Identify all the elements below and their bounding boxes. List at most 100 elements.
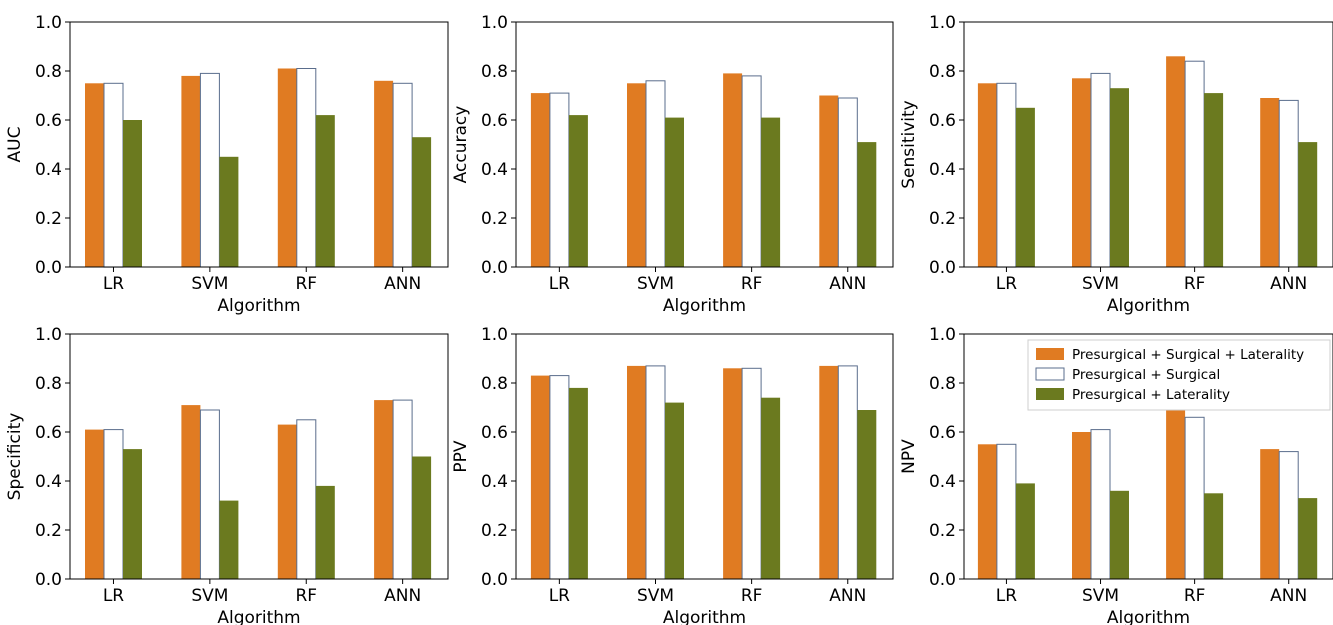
bar-svm-series-1	[627, 83, 646, 268]
y-tick-label: 0.2	[35, 209, 62, 229]
bar-rf-series-1	[277, 424, 297, 579]
bar-rf-series-1	[1166, 407, 1186, 579]
chart-panel-specificity: LR SVM RF ANN 0.0 0.2 0.4 0.6 0.8 1.0 Algorithm Spe…	[5, 325, 449, 625]
bar-svm-series-1	[627, 365, 646, 579]
y-tick-label: 0.4	[481, 160, 508, 180]
bar-lr-series-3	[1015, 483, 1035, 579]
bar-ann-series-1	[819, 95, 839, 267]
bar-svm-series-2	[1090, 72, 1111, 268]
bar-ann-series-2	[392, 399, 413, 580]
x-axis-label: Algorithm	[217, 296, 300, 316]
bar-ann-series-3	[1298, 498, 1318, 579]
bar-rf-series-3	[1204, 493, 1224, 580]
bar-lr-series-1	[530, 93, 550, 267]
plot-frame	[69, 333, 449, 580]
x-tick-label: ANN	[1270, 586, 1307, 606]
y-tick-label: 0.0	[481, 570, 508, 590]
plot-frame	[515, 21, 894, 268]
y-tick-label: 0.4	[929, 472, 956, 492]
bar-ann-series-1	[374, 80, 394, 267]
x-tick-label: SVM	[637, 586, 674, 606]
x-tick-label: LR	[996, 274, 1017, 294]
bar-lr-series-1	[977, 444, 997, 580]
x-tick-label: ANN	[829, 586, 866, 606]
bar-ann-series-2	[837, 97, 858, 268]
y-tick-label: 0.0	[35, 570, 62, 590]
bar-ann-series-1	[1260, 449, 1280, 579]
x-tick-label: SVM	[1082, 274, 1119, 294]
bar-rf-series-3	[761, 397, 781, 579]
y-tick-label: 0.6	[929, 423, 956, 443]
bar-ann-series-2	[1278, 451, 1299, 580]
bar-svm-series-3	[665, 402, 684, 579]
y-tick-label: 0.0	[35, 258, 62, 278]
y-axis-label: Accuracy	[451, 106, 471, 184]
y-tick-label: 0.2	[481, 209, 508, 229]
bar-svm-series-3	[219, 156, 239, 268]
x-tick-label: SVM	[637, 274, 674, 294]
bar-rf-series-2	[1184, 416, 1205, 580]
bar-lr-series-2	[549, 375, 570, 580]
x-tick-label: ANN	[1270, 274, 1307, 294]
y-tick-label: 0.0	[929, 258, 956, 278]
legend-swatch	[1036, 348, 1064, 360]
x-tick-label: LR	[549, 586, 570, 606]
x-tick-label: LR	[103, 274, 124, 294]
y-axis-label: Specificity	[5, 413, 25, 501]
y-tick-label: 0.6	[929, 111, 956, 131]
y-tick-label: 0.6	[481, 423, 508, 443]
bar-lr-series-2	[996, 82, 1017, 268]
bar-lr-series-3	[568, 387, 588, 579]
y-tick-label: 0.8	[35, 62, 62, 82]
bar-rf-series-2	[296, 419, 317, 580]
bar-svm-series-2	[645, 365, 666, 580]
x-tick-label: SVM	[1082, 586, 1119, 606]
bar-rf-series-1	[1166, 56, 1186, 267]
bar-svm-series-2	[1090, 429, 1111, 580]
bar-svm-series-1	[181, 75, 201, 268]
bar-svm-series-3	[1110, 88, 1129, 267]
x-tick-label: SVM	[191, 274, 228, 294]
bar-rf-series-3	[315, 485, 335, 579]
legend-box	[1027, 339, 1331, 411]
bar-rf-series-1	[723, 73, 743, 268]
bar-svm-series-3	[665, 117, 684, 267]
bar-lr-series-2	[103, 82, 124, 268]
y-tick-label: 0.4	[929, 160, 956, 180]
legend-swatch	[1035, 367, 1065, 381]
x-tick-label: RF	[295, 274, 317, 294]
plot-frame	[963, 21, 1333, 268]
y-tick-label: 0.8	[481, 62, 508, 82]
x-axis-label: Algorithm	[663, 608, 746, 625]
y-axis-label: NPV	[899, 439, 919, 474]
x-tick-label: LR	[996, 586, 1017, 606]
plot-frame	[515, 333, 894, 580]
bar-lr-series-3	[1015, 107, 1035, 268]
y-tick-label: 0.2	[929, 209, 956, 229]
bar-lr-series-2	[996, 443, 1017, 580]
x-tick-label: ANN	[384, 274, 421, 294]
legend-swatch	[1036, 388, 1064, 400]
bar-ann-series-3	[1298, 142, 1318, 267]
bar-svm-series-1	[1072, 78, 1091, 267]
x-axis-label: Algorithm	[217, 608, 300, 625]
bar-lr-series-2	[549, 92, 570, 268]
bar-svm-series-3	[1110, 490, 1129, 579]
bar-lr-series-1	[977, 83, 997, 268]
y-tick-label: 1.0	[929, 13, 956, 33]
bar-lr-series-3	[123, 120, 142, 267]
bar-rf-series-2	[296, 68, 317, 268]
bar-lr-series-3	[568, 115, 588, 267]
bar-svm-series-3	[219, 500, 239, 579]
y-tick-label: 1.0	[35, 325, 62, 345]
chart-panel-npv: LR SVM RF ANN 0.0 0.2 0.4 0.6 0.8 1.0 Algorithm NPV	[899, 325, 1333, 625]
bar-ann-series-2	[837, 365, 858, 580]
legend-entry-label: Presurgical + Surgical	[1072, 367, 1220, 383]
y-tick-label: 1.0	[35, 13, 62, 33]
x-tick-label: RF	[741, 274, 763, 294]
bar-ann-series-3	[412, 456, 432, 579]
y-tick-label: 0.2	[481, 521, 508, 541]
bar-rf-series-3	[1204, 93, 1224, 267]
x-tick-label: LR	[549, 274, 570, 294]
plot-frame	[69, 21, 449, 268]
